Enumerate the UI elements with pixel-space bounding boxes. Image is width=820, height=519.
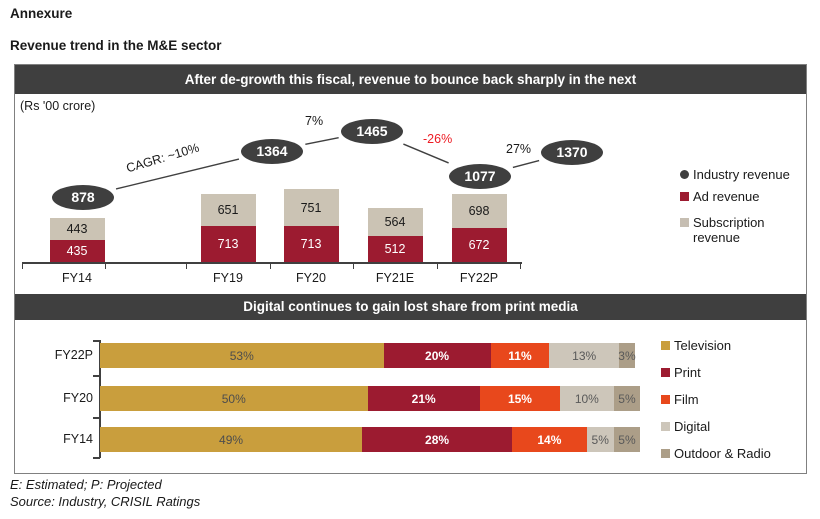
chart2-y-axis-tick [93, 375, 100, 377]
chart1-x-axis-tick [270, 264, 271, 269]
subscription-revenue-legend-marker [680, 218, 689, 227]
chart1-legend-label: Subscription revenue [693, 215, 765, 245]
digital-segment: 10% [560, 386, 614, 411]
chart2-legend-label: Film [674, 392, 699, 407]
growth-annotation: -26% [423, 132, 453, 146]
chart1-x-axis-tick [105, 264, 106, 269]
chart2-y-axis-tick [93, 340, 100, 342]
chart1-legend-item: Ad revenue [680, 189, 792, 204]
chart2-y-axis-tick [93, 457, 100, 459]
subscription-revenue-bar: 751 [283, 188, 339, 227]
outdoor-radio-segment: 5% [613, 386, 641, 411]
print-segment: 28% [362, 427, 512, 452]
chart2-legend-label: Television [674, 338, 732, 353]
chart1-category-label: FY22P [459, 271, 499, 285]
television-segment: 49% [100, 427, 363, 452]
chart2-legend-label: Print [674, 365, 701, 380]
television-legend-marker [661, 341, 670, 350]
film-segment: 14% [511, 427, 587, 452]
industry-revenue-trend-line [115, 136, 540, 190]
film-segment: 15% [479, 386, 561, 411]
ad-revenue-legend-marker [680, 192, 689, 201]
chart2-legend-item: Print [661, 365, 791, 380]
annexure-heading: Annexure [10, 6, 73, 21]
film-legend-marker [661, 395, 670, 404]
chart1-category-label: FY21E [375, 271, 415, 285]
chart1-category-label: FY14 [62, 271, 92, 285]
footnote-estimated: E: Estimated; P: Projected [10, 477, 162, 492]
ad-revenue-bar: 713 [200, 226, 256, 262]
digital-legend-marker [661, 422, 670, 431]
chart-container: After de-growth this fiscal, revenue to … [14, 64, 807, 474]
chart1-category-label: FY20 [296, 271, 326, 285]
chart2-legend-item: Film [661, 392, 791, 407]
chart2-legend-label: Outdoor & Radio [674, 446, 771, 461]
industry-revenue-bubble: 1364 [241, 138, 303, 164]
chart1-unit-label: (Rs '00 crore) [20, 99, 96, 113]
chart1-legend-label: Ad revenue [693, 189, 760, 204]
print-legend-marker [661, 368, 670, 377]
chart2-y-axis-tick [93, 417, 100, 419]
chart2-category-label: FY22P [54, 348, 93, 362]
industry-revenue-legend-marker [680, 170, 689, 179]
film-segment: 11% [490, 343, 550, 368]
chart2-category-label: FY20 [63, 391, 93, 405]
industry-revenue-bubble: 1077 [449, 163, 511, 189]
chart1-legend-item: Industry revenue [680, 167, 792, 182]
page-title: Revenue trend in the M&E sector [10, 38, 222, 53]
industry-revenue-bubble: 1465 [341, 118, 403, 144]
chart1-x-axis-line [22, 262, 522, 264]
chart2-legend-item: Television [661, 338, 791, 353]
chart1-x-axis-tick [22, 264, 23, 269]
outdoor-radio-segment: 3% [618, 343, 636, 368]
subscription-revenue-bar: 564 [367, 208, 423, 237]
chart1-title: After de-growth this fiscal, revenue to … [15, 65, 806, 94]
industry-revenue-bubble: 1370 [541, 139, 603, 165]
ad-revenue-bar: 672 [451, 228, 507, 262]
print-segment: 21% [367, 386, 480, 411]
television-segment: 50% [100, 386, 368, 411]
industry-revenue-bubble: 878 [52, 184, 114, 210]
chart2-legend-label: Digital [674, 419, 711, 434]
chart2-legend-item: Outdoor & Radio [661, 446, 791, 461]
growth-annotation: 27% [506, 142, 532, 156]
outdoor-radio-legend-marker [661, 449, 670, 458]
print-segment: 20% [383, 343, 491, 368]
subscription-revenue-bar: 443 [49, 218, 105, 241]
chart1-x-axis-tick [353, 264, 354, 269]
chart1-x-axis-tick [437, 264, 438, 269]
subscription-revenue-bar: 698 [451, 193, 507, 229]
chart2-category-label: FY14 [63, 432, 93, 446]
footnote-source: Source: Industry, CRISIL Ratings [10, 494, 201, 509]
digital-segment: 13% [549, 343, 619, 368]
ad-revenue-bar: 435 [49, 240, 105, 262]
chart1-x-axis-tick [186, 264, 187, 269]
ad-revenue-bar: 512 [367, 236, 423, 262]
chart1-category-label: FY19 [213, 271, 243, 285]
chart2-title: Digital continues to gain lost share fro… [15, 294, 806, 320]
television-segment: 53% [100, 343, 384, 368]
growth-annotation: 7% [305, 114, 324, 128]
ad-revenue-bar: 713 [283, 226, 339, 262]
chart2-legend-item: Digital [661, 419, 791, 434]
digital-segment: 5% [586, 427, 614, 452]
chart2-y-axis-line [99, 340, 101, 458]
growth-annotation: CAGR: ~10% [124, 140, 201, 176]
outdoor-radio-segment: 5% [613, 427, 641, 452]
subscription-revenue-bar: 651 [200, 193, 256, 227]
chart1-x-axis-tick [520, 264, 521, 269]
chart1-legend-item: Subscription revenue [680, 215, 792, 245]
chart1-legend-label: Industry revenue [693, 167, 790, 182]
